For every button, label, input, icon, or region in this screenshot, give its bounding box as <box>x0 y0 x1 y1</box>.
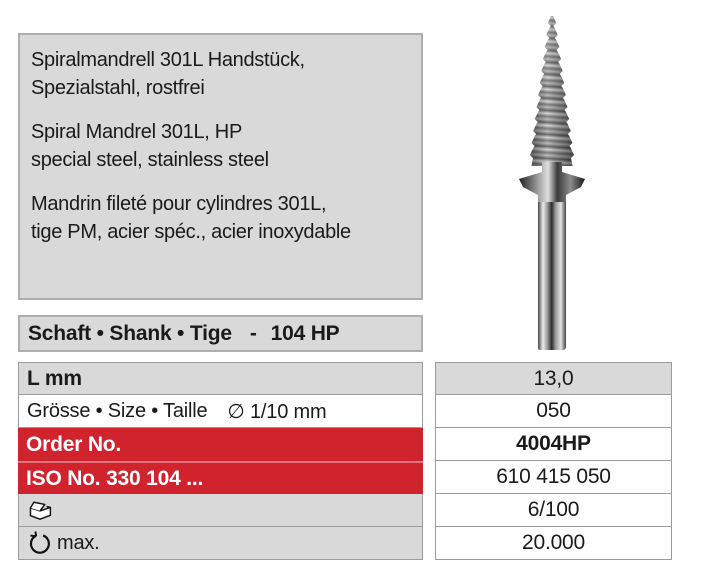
table-row-length: L mm 13,0 <box>18 362 672 395</box>
mandrel-collar <box>519 162 585 204</box>
description-english: Spiral Mandrel 301L, HP special steel, s… <box>31 118 415 174</box>
column-gap <box>423 461 435 494</box>
size-diameter-label: ∅ 1/10 mm <box>227 400 327 423</box>
iso-no-label-cell: ISO No. 330 104 ... <box>18 461 423 494</box>
description-line: Spiral Mandrel 301L, HP <box>31 121 242 143</box>
size-label-cell: Grösse • Size • Taille ∅ 1/10 mm <box>18 395 423 428</box>
description-line: Spiralmandrell 301L Handstück, <box>31 49 305 71</box>
order-no-value-cell: 4004HP <box>435 428 672 461</box>
box-icon <box>27 499 53 522</box>
table-row-order-no: Order No. 4004HP <box>18 428 672 461</box>
column-gap <box>423 527 435 560</box>
max-rpm-value-cell: 20.000 <box>435 527 672 560</box>
shank-header-bar: Schaft • Shank • Tige - 104 HP <box>18 315 423 352</box>
column-gap <box>423 494 435 527</box>
description-line: tige PM, acier spéc., acier inoxydable <box>31 221 351 243</box>
size-value-cell: 050 <box>435 395 672 428</box>
rotate-ccw-icon <box>27 530 52 556</box>
max-rpm-label: max. <box>57 531 100 554</box>
table-row-packaging: 6/100 <box>18 494 672 527</box>
packaging-label-cell <box>18 494 423 527</box>
product-description-box: Spiralmandrell 301L Handstück, Spezialst… <box>18 33 423 300</box>
mandrel-photo <box>508 12 596 352</box>
column-gap <box>423 428 435 461</box>
order-no-label-cell: Order No. <box>18 428 423 461</box>
iso-no-value-cell: 610 415 050 <box>435 461 672 494</box>
shank-label: Schaft • Shank • Tige <box>28 321 232 345</box>
description-french: Mandrin fileté pour cylindres 301L, tige… <box>31 190 415 246</box>
description-german: Spiralmandrell 301L Handstück, Spezialst… <box>31 46 415 102</box>
spec-table: L mm 13,0 Grösse • Size • Taille ∅ 1/10 … <box>18 362 672 560</box>
length-value-cell: 13,0 <box>435 362 672 395</box>
table-row-iso-no: ISO No. 330 104 ... 610 415 050 <box>18 461 672 494</box>
length-label-cell: L mm <box>18 362 423 395</box>
column-gap <box>423 395 435 428</box>
description-line: Spezialstahl, rostfrei <box>31 77 205 99</box>
column-gap <box>423 362 435 395</box>
shank-separator: - <box>249 321 257 345</box>
packaging-value-cell: 6/100 <box>435 494 672 527</box>
shank-value: 104 HP <box>270 321 340 345</box>
table-row-max-rpm: max. 20.000 <box>18 527 672 560</box>
description-line: Mandrin fileté pour cylindres 301L, <box>31 193 327 215</box>
table-row-size: Grösse • Size • Taille ∅ 1/10 mm 050 <box>18 395 672 428</box>
mandrel-threaded-tip <box>530 16 574 166</box>
size-label: Grösse • Size • Taille <box>27 399 208 422</box>
mandrel-shaft <box>538 202 566 350</box>
description-line: special steel, stainless steel <box>31 149 269 171</box>
max-rpm-label-cell: max. <box>18 527 423 560</box>
